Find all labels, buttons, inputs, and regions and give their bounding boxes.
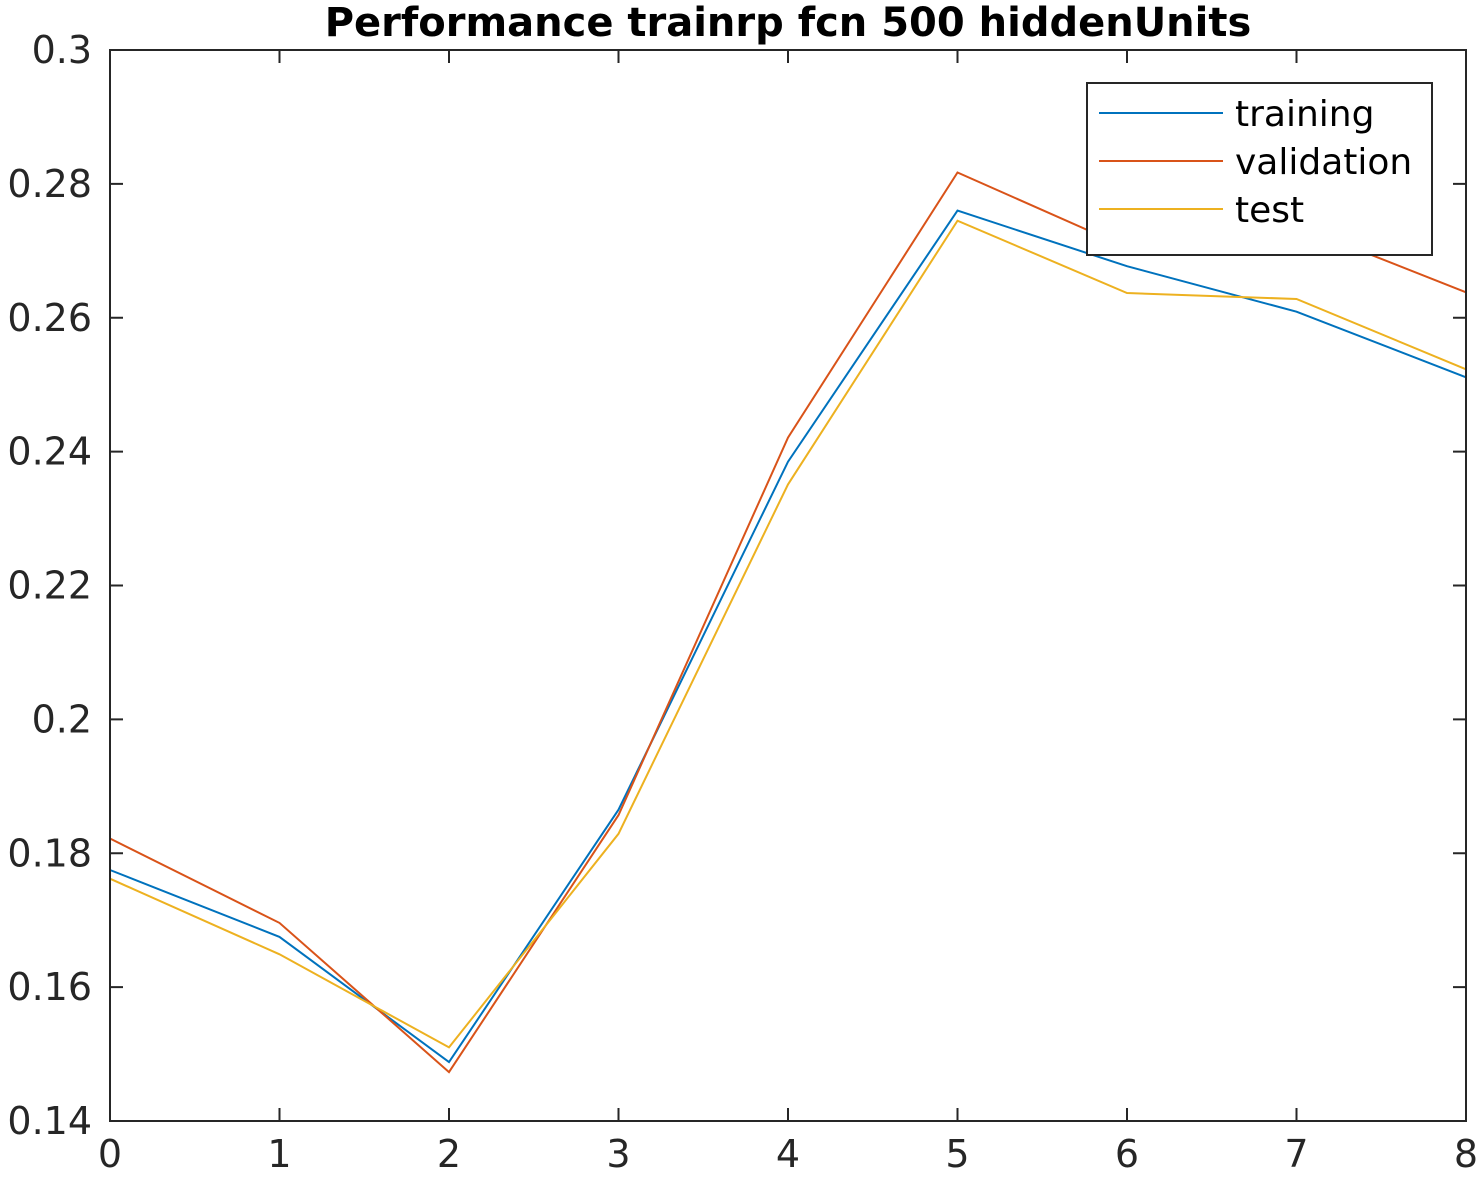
x-tick-label: 3 <box>606 1132 630 1176</box>
axis-ticks: 0 1 2 3 4 5 6 7 8 0.14 0.16 0.18 0.2 0.22 0.24 0.26 0.28… <box>7 28 1478 1176</box>
legend: training validation test <box>1086 82 1433 256</box>
x-tick-label: 1 <box>267 1132 291 1176</box>
y-tick-label: 0.16 <box>7 965 92 1009</box>
series-line-test <box>109 219 1467 1049</box>
x-tick-label: 7 <box>1284 1132 1308 1176</box>
legend-label-validation: validation <box>1235 142 1412 183</box>
x-tick-label: 6 <box>1115 1132 1139 1176</box>
x-tick-label: 0 <box>98 1132 122 1176</box>
legend-label-training: training <box>1235 94 1374 135</box>
x-tick-label: 2 <box>437 1132 461 1176</box>
chart-title: Performance trainrp fcn 500 hiddenUnits <box>325 0 1252 46</box>
y-tick-label: 0.3 <box>32 28 92 72</box>
y-tick-label: 0.14 <box>7 1099 92 1143</box>
legend-label-test: test <box>1235 190 1304 231</box>
y-tick-label: 0.18 <box>7 831 92 875</box>
plot-frame <box>109 49 1467 1122</box>
y-tick-label: 0.26 <box>7 296 92 340</box>
y-tick-label: 0.28 <box>7 162 92 206</box>
x-tick-label: 4 <box>776 1132 800 1176</box>
y-tick-label: 0.24 <box>7 430 92 474</box>
y-tick-label: 0.22 <box>7 564 92 608</box>
legend-box <box>1086 82 1433 256</box>
x-tick-label: 5 <box>945 1132 969 1176</box>
x-tick-label: 8 <box>1454 1132 1478 1176</box>
y-tick-label: 0.2 <box>32 697 92 741</box>
